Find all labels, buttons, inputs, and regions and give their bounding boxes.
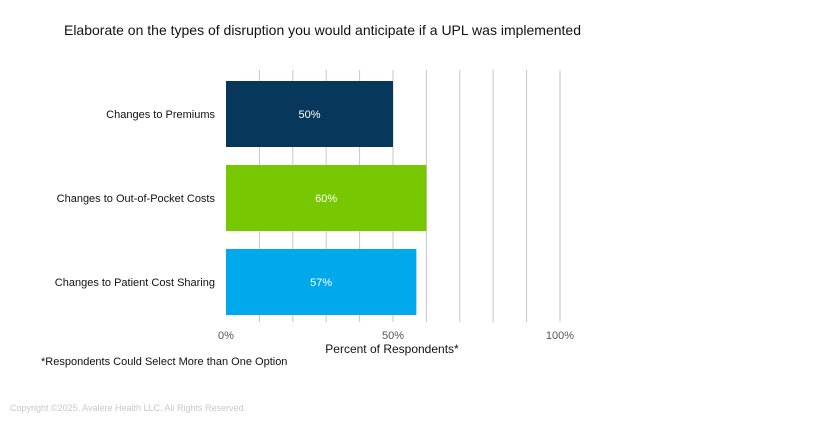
chart-title: Elaborate on the types of disruption you… [63, 22, 581, 38]
bar [226, 81, 393, 147]
y-axis-categories: Changes to Premiums Changes to Out-of-Poc… [55, 109, 216, 289]
bar-value-label: 57% [310, 277, 332, 289]
x-tick-label: 50% [382, 330, 404, 342]
category-label: Changes to Patient Cost Sharing [55, 277, 215, 289]
copyright: Copyright ©2025. Avalere Health LLC. All… [10, 403, 247, 413]
x-tick-label: 100% [546, 330, 574, 342]
bar [226, 249, 417, 315]
footnote: *Respondents Could Select More than One … [41, 356, 288, 368]
bar-value-label: 60% [315, 193, 337, 205]
x-axis-label: Percent of Respondents* [325, 342, 459, 356]
category-label: Changes to Premiums [106, 109, 215, 121]
category-label: Changes to Out-of-Pocket Costs [57, 193, 216, 205]
bar [226, 165, 427, 231]
bars: 50% 60% 57% [226, 81, 427, 315]
bar-value-label: 50% [298, 109, 320, 121]
x-axis-ticks: 0% 50% 100% [218, 330, 574, 342]
x-tick-label: 0% [218, 330, 234, 342]
